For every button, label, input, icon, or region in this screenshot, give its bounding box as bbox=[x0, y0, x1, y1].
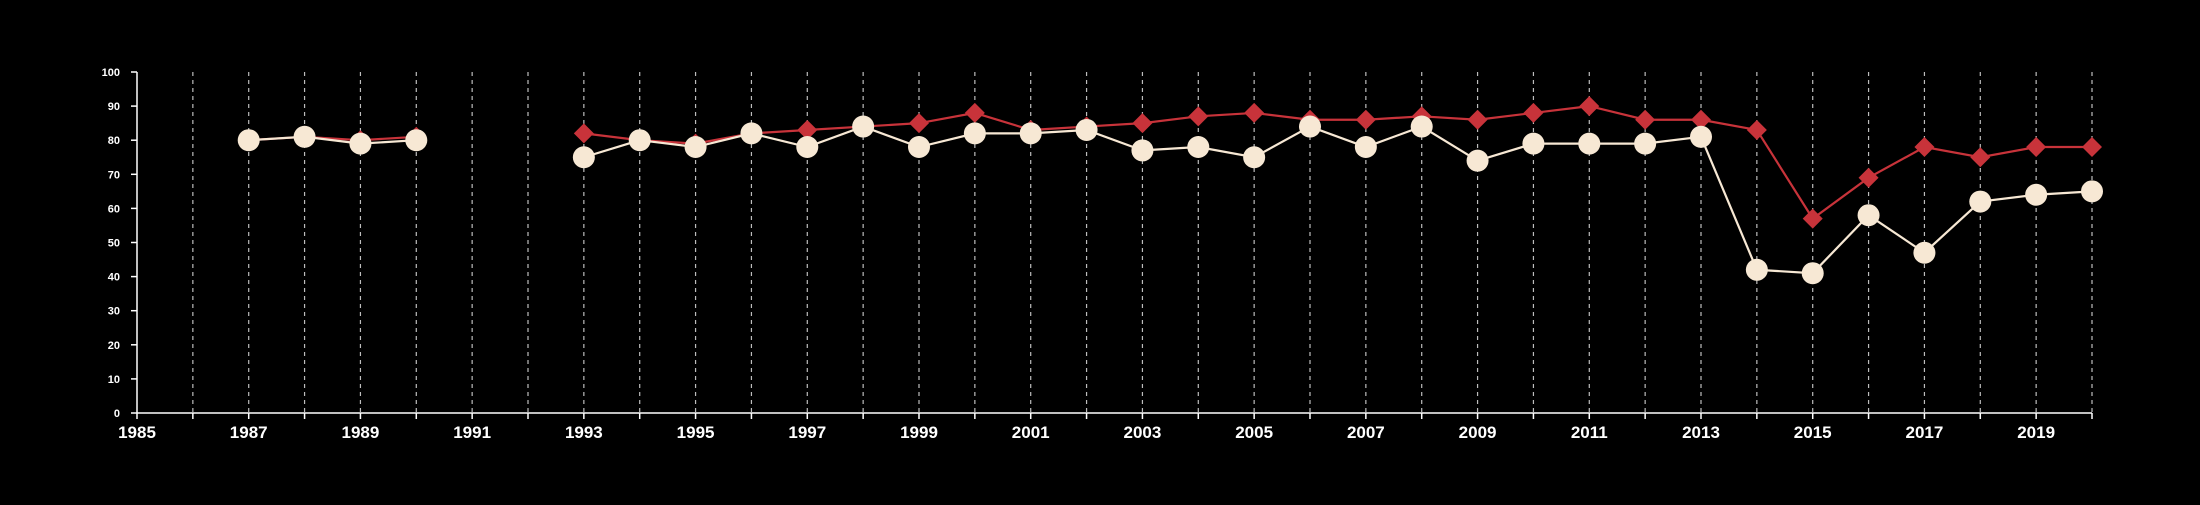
series-2-point-1988 bbox=[293, 125, 316, 148]
series-1-point-2013 bbox=[1691, 109, 1711, 130]
series-1-point-2018 bbox=[1970, 147, 1991, 168]
series-2 bbox=[237, 115, 2103, 285]
y-tick-label-30: 30 bbox=[108, 306, 120, 318]
x-tick-label-2005: 2005 bbox=[1235, 423, 1273, 442]
series-1-point-1993 bbox=[573, 123, 594, 144]
y-tick-label-100: 100 bbox=[102, 67, 120, 79]
series-2-point-2018 bbox=[1969, 190, 1992, 213]
series-2-point-1990 bbox=[405, 129, 428, 152]
series-1-point-2019 bbox=[2026, 137, 2047, 158]
series-2-point-1998 bbox=[852, 115, 875, 138]
series-1-point-2005 bbox=[1244, 102, 1265, 123]
series-1-point-2020 bbox=[2082, 137, 2102, 158]
y-tick-label-70: 70 bbox=[108, 169, 120, 181]
series-1 bbox=[238, 96, 2102, 229]
series-1-line-segment-2 bbox=[583, 104, 2092, 221]
x-tick-label-2015: 2015 bbox=[1794, 423, 1832, 442]
series-1-point-2007 bbox=[1355, 109, 1376, 130]
series-1-point-2003 bbox=[1132, 113, 1153, 134]
series-2-line-segment-1 bbox=[248, 135, 417, 145]
series-2-point-1999 bbox=[908, 136, 930, 159]
x-tick-label-1987: 1987 bbox=[230, 423, 268, 442]
series-2-point-2006 bbox=[1299, 115, 1321, 138]
series-1-point-2000 bbox=[964, 102, 985, 123]
x-tick-label-2019: 2019 bbox=[2017, 423, 2055, 442]
series-1-point-2010 bbox=[1523, 102, 1544, 123]
series-1-point-2012 bbox=[1635, 109, 1656, 130]
axes: 0 10 20 30 40 50 60 70 80 90 100 1985 1987 1989 1991 19… bbox=[102, 67, 2093, 442]
x-tick-label-1989: 1989 bbox=[342, 423, 380, 442]
series-2-point-2016 bbox=[1857, 204, 1880, 227]
series-group bbox=[237, 96, 2103, 285]
series-2-point-2003 bbox=[1131, 139, 1154, 162]
x-tick-label-2011: 2011 bbox=[1571, 423, 1608, 442]
x-tick-label-1985: 1985 bbox=[118, 423, 156, 442]
series-1-point-2017 bbox=[1914, 137, 1935, 158]
x-tick-label-1991: 1991 bbox=[453, 423, 491, 442]
x-tick-label-2007: 2007 bbox=[1347, 423, 1385, 442]
series-2-point-2010 bbox=[1522, 132, 1545, 155]
series-2-point-2011 bbox=[1578, 132, 1601, 155]
series-1-point-2004 bbox=[1188, 106, 1209, 127]
y-tick-label-40: 40 bbox=[108, 272, 120, 284]
series-1-point-2014 bbox=[1746, 119, 1767, 140]
series-2-point-1994 bbox=[628, 129, 651, 152]
y-tick-label-20: 20 bbox=[108, 340, 120, 352]
y-tick-label-0: 0 bbox=[114, 408, 120, 420]
x-tick-label-2009: 2009 bbox=[1459, 423, 1497, 442]
series-1-point-2015 bbox=[1802, 208, 1823, 229]
series-2-point-1996 bbox=[740, 122, 763, 145]
series-2-point-2002 bbox=[1075, 118, 1098, 141]
y-tick-label-80: 80 bbox=[108, 135, 120, 147]
y-tick-label-90: 90 bbox=[108, 101, 120, 113]
x-tick-label-2013: 2013 bbox=[1682, 423, 1720, 442]
series-2-point-2004 bbox=[1187, 136, 1210, 159]
series-2-line-segment-2 bbox=[583, 125, 2093, 275]
series-2-point-1989 bbox=[349, 132, 372, 155]
series-2-point-1997 bbox=[796, 136, 819, 159]
y-tick-label-50: 50 bbox=[108, 238, 120, 250]
series-1-point-2009 bbox=[1467, 109, 1488, 130]
series-2-point-1987 bbox=[237, 129, 260, 152]
x-tick-label-1997: 1997 bbox=[788, 423, 826, 442]
series-2-point-2005 bbox=[1243, 146, 1266, 169]
series-2-point-2012 bbox=[1634, 132, 1657, 155]
series-2-point-2015 bbox=[1801, 262, 1824, 285]
series-2-point-1993 bbox=[572, 146, 595, 169]
series-1-point-2011 bbox=[1579, 96, 1600, 117]
series-2-point-2001 bbox=[1019, 122, 1042, 145]
y-tick-label-60: 60 bbox=[108, 203, 120, 215]
series-1-point-2016 bbox=[1858, 167, 1879, 188]
series-2-point-1995 bbox=[684, 136, 707, 159]
x-tick-label-2001: 2001 bbox=[1012, 423, 1050, 442]
series-2-point-2008 bbox=[1410, 115, 1433, 138]
x-tick-label-2003: 2003 bbox=[1124, 423, 1162, 442]
series-2-point-2020 bbox=[2081, 180, 2103, 203]
x-tick-label-1999: 1999 bbox=[900, 423, 938, 442]
x-tick-label-2017: 2017 bbox=[1906, 423, 1944, 442]
series-2-point-2007 bbox=[1354, 136, 1377, 159]
y-tick-label-10: 10 bbox=[108, 374, 120, 386]
series-2-point-2019 bbox=[2025, 183, 2048, 206]
x-tick-label-1995: 1995 bbox=[677, 423, 715, 442]
series-2-point-2000 bbox=[963, 122, 986, 145]
series-2-point-2014 bbox=[1745, 258, 1768, 281]
series-2-point-2017 bbox=[1913, 241, 1936, 264]
series-1-point-1999 bbox=[909, 113, 929, 134]
series-2-point-2013 bbox=[1690, 125, 1712, 148]
x-tick-label-1993: 1993 bbox=[565, 423, 603, 442]
series-1-point-1997 bbox=[797, 119, 818, 140]
series-2-point-2009 bbox=[1466, 149, 1489, 172]
